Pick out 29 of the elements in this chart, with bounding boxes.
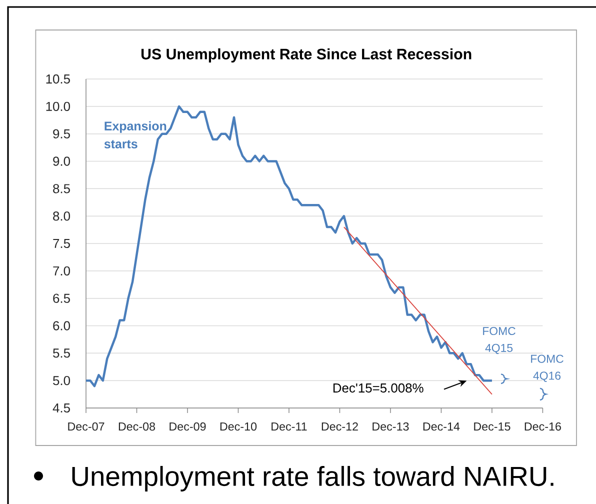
annotation: FOMC 4Q15 <box>483 326 516 354</box>
annotation: Dec'15=5.008% <box>333 383 424 393</box>
y-tick-label: 5.0 <box>53 376 70 386</box>
x-tick-label: Dec-11 <box>272 422 307 431</box>
x-tick-label: Dec-15 <box>474 422 510 431</box>
x-tick-label: Dec-10 <box>220 422 257 431</box>
x-tick-label: Dec-16 <box>524 422 561 431</box>
y-tick-label: 6.5 <box>53 294 70 303</box>
y-tick-label: 10.0 <box>46 102 70 111</box>
y-tick-label: 5.5 <box>53 348 70 358</box>
y-tick-label: 6.0 <box>53 321 70 330</box>
x-tick-label: Dec-14 <box>423 422 460 431</box>
y-tick-label: 10.5 <box>46 74 70 84</box>
x-tick-label: Dec-07 <box>68 422 104 431</box>
y-tick-label: 7.5 <box>53 238 70 248</box>
y-tick-label: 9.5 <box>53 129 70 138</box>
x-tick-label: Dec-09 <box>170 422 206 431</box>
y-tick-label: 4.5 <box>52 403 70 413</box>
text: Unemployment rate falls toward NAIRU. <box>72 466 554 492</box>
y-tick-label: 7.0 <box>53 266 70 276</box>
x-tick-label: Dec-13 <box>372 422 409 431</box>
y-tick-label: 8.0 <box>53 211 70 221</box>
x-tick-label: Dec-12 <box>322 422 358 431</box>
chart-title: US Unemployment Rate Since Last Recession <box>141 48 472 62</box>
y-tick-label: 9.0 <box>53 156 70 166</box>
annotation: FOMC 4Q16 <box>531 354 564 382</box>
y-tick-label: 8.5 <box>53 184 70 194</box>
x-tick-label: Dec-08 <box>118 422 156 431</box>
annotation: Expansion starts <box>104 121 166 148</box>
